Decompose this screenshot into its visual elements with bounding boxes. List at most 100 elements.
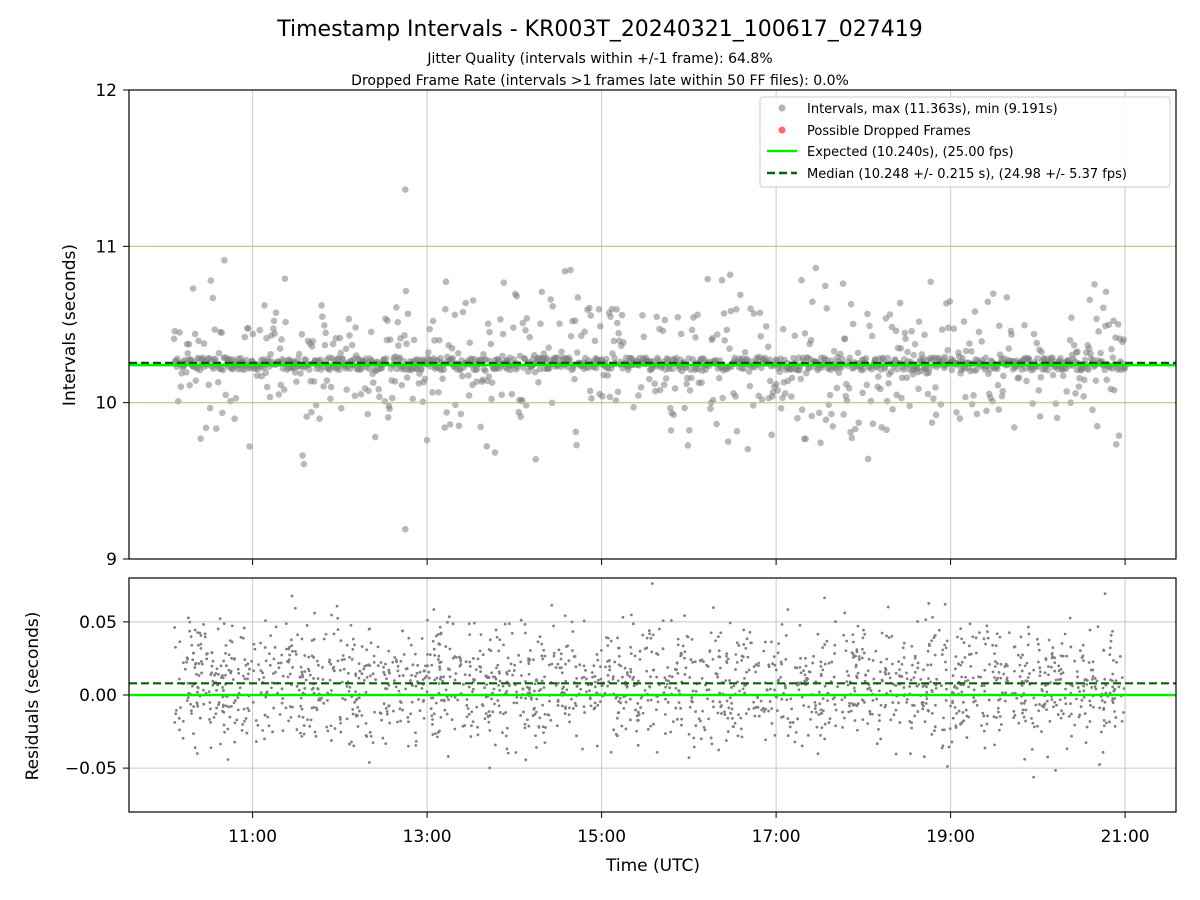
residual-point (619, 701, 622, 705)
residual-point (617, 663, 621, 667)
residual-point (894, 752, 898, 756)
legend-label-dropped: Possible Dropped Frames (807, 124, 971, 139)
residual-point (1079, 705, 1083, 708)
residual-point (944, 668, 948, 672)
residual-point (515, 695, 519, 699)
interval-point (573, 349, 581, 356)
residual-point (694, 724, 698, 728)
residual-point (720, 712, 723, 715)
residual-point (532, 658, 535, 662)
residual-point (263, 713, 267, 717)
interval-point (704, 275, 712, 283)
residual-point (199, 659, 203, 663)
residual-point (181, 719, 185, 723)
residual-point (216, 627, 220, 631)
residuals-ylabel: Residuals (seconds) (23, 612, 43, 781)
residual-point (930, 639, 934, 643)
residual-point (393, 656, 397, 659)
residual-point (570, 620, 574, 624)
residual-point (385, 710, 389, 713)
residual-point (181, 661, 185, 665)
interval-point (249, 330, 257, 338)
residual-point (875, 742, 879, 746)
residual-point (944, 646, 948, 650)
interval-point-min (401, 525, 409, 533)
residual-point (726, 730, 730, 733)
residual-point (583, 711, 586, 714)
interval-point (522, 401, 530, 409)
residual-point (369, 641, 373, 645)
interval-point (404, 310, 412, 318)
residual-point (472, 657, 475, 660)
residual-point (588, 697, 592, 701)
interval-point (309, 337, 317, 345)
residuals-ytick-label: 0.00 (79, 686, 117, 706)
interval-point (1112, 441, 1120, 448)
residual-point (927, 602, 931, 605)
residual-point (980, 684, 984, 688)
residual-point (863, 632, 867, 636)
residual-point (926, 708, 930, 712)
interval-point (261, 302, 268, 309)
residual-point (856, 728, 859, 732)
residual-point (453, 655, 457, 658)
residual-point (786, 608, 790, 611)
residual-point (761, 706, 765, 710)
interval-point (267, 351, 274, 358)
residual-point (295, 728, 299, 731)
residual-point (772, 655, 776, 659)
residual-point (338, 718, 342, 721)
residual-point (997, 728, 1001, 732)
residual-point (271, 672, 275, 676)
residual-point (288, 653, 292, 657)
residual-point (1102, 708, 1106, 712)
residual-point (399, 701, 403, 704)
residual-point (193, 628, 197, 632)
residual-point (312, 655, 316, 659)
residual-point (312, 677, 315, 680)
residual-point (1064, 702, 1068, 706)
residual-point (1108, 653, 1112, 657)
residual-point (481, 653, 485, 657)
residual-point (199, 634, 203, 637)
residual-point (448, 675, 452, 679)
interval-point (715, 374, 723, 382)
residual-point (842, 716, 846, 720)
residual-point (578, 663, 582, 667)
residual-point (246, 677, 249, 681)
residual-point (228, 715, 232, 719)
interval-point (205, 381, 213, 389)
residual-point (821, 646, 825, 649)
residual-point (433, 653, 437, 657)
residual-point (993, 660, 997, 663)
residual-point (916, 620, 920, 623)
interval-point (597, 323, 604, 330)
residual-point (556, 700, 560, 703)
residual-point (308, 673, 312, 677)
residual-point (631, 678, 635, 681)
residual-point (599, 665, 602, 669)
residual-point (1026, 643, 1030, 647)
residual-point (227, 653, 231, 657)
interval-point (653, 313, 661, 321)
interval-point (418, 366, 425, 373)
interval-point (352, 324, 359, 331)
residual-point (1045, 708, 1048, 712)
interval-point (902, 335, 909, 343)
residual-point (278, 713, 282, 716)
residual-point (773, 663, 777, 667)
residual-point (224, 704, 228, 708)
residual-point (1028, 672, 1031, 675)
residual-point (582, 664, 586, 668)
residual-point (540, 679, 544, 683)
residual-point (465, 715, 469, 719)
residual-point (652, 722, 655, 726)
interval-point (462, 299, 470, 307)
residual-point (1050, 698, 1054, 701)
interval-point (195, 337, 202, 345)
interval-point (639, 312, 646, 319)
interval-point (860, 366, 867, 373)
residual-point (796, 717, 800, 721)
residual-point (980, 724, 983, 727)
residual-point (650, 582, 654, 585)
